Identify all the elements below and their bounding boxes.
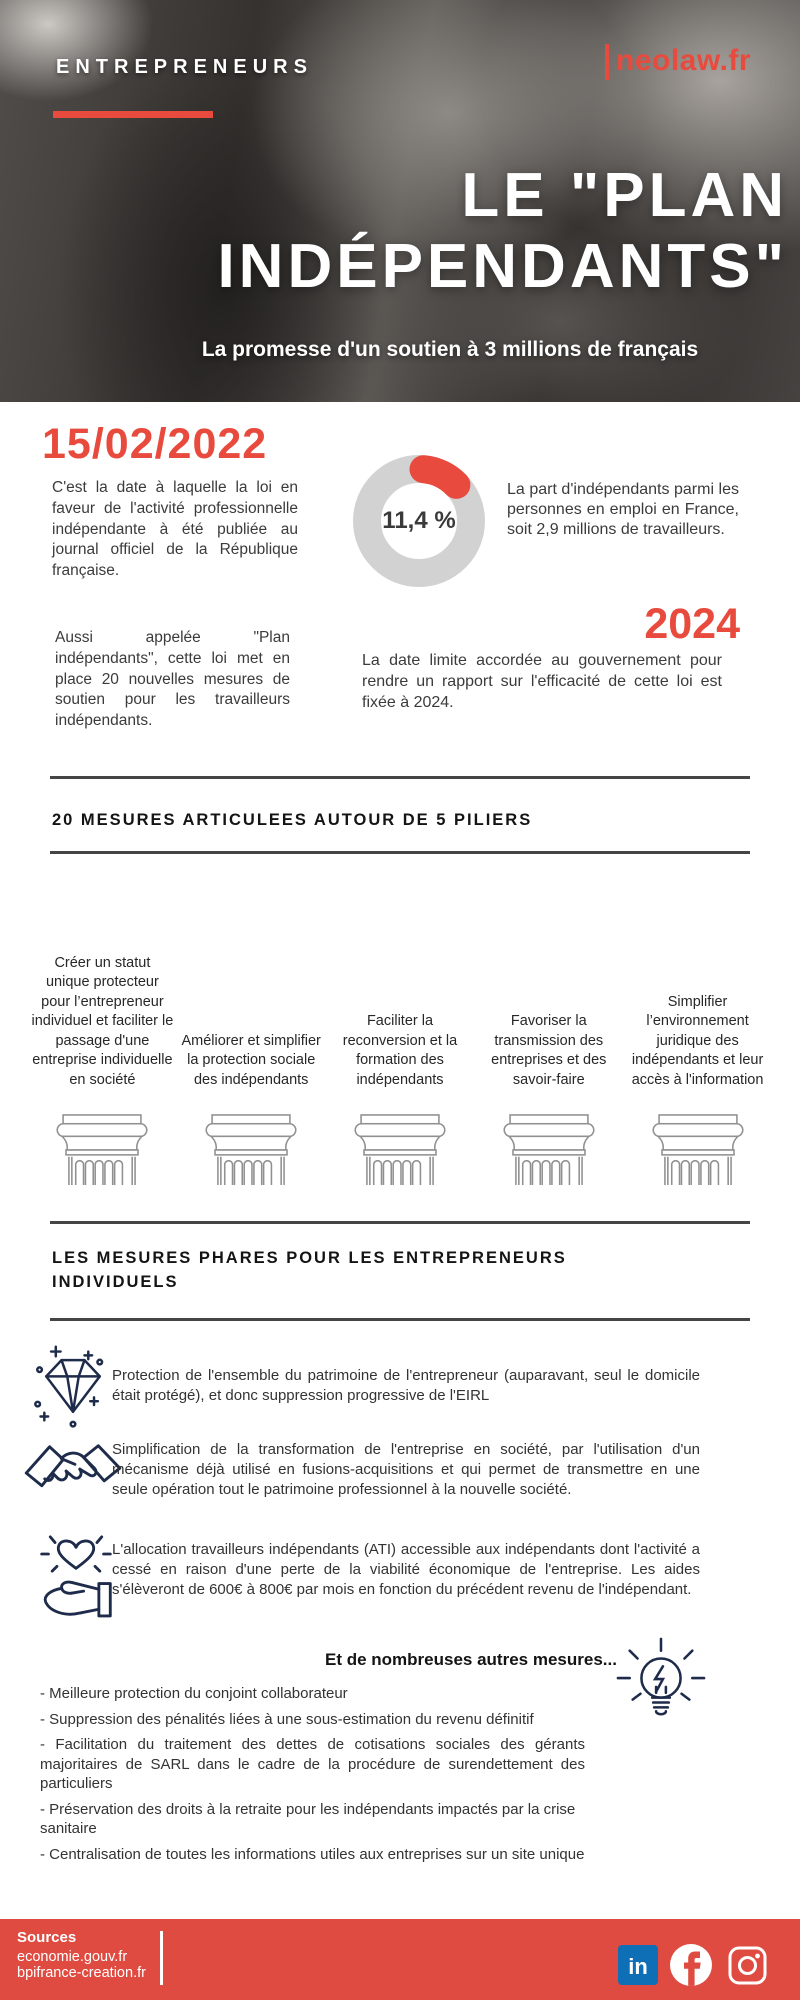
footer-bar: Sources economie.gouv.fr bpifrance-creat…: [0, 1919, 800, 2000]
more-measures-heading: Et de nombreuses autres mesures...: [325, 1650, 617, 1669]
plan-paragraph: Aussi appelée "Plan indépendants", cette…: [55, 629, 290, 730]
brand-bar: [605, 44, 609, 80]
page-title: LE "PLAN INDÉPENDANTS": [8, 160, 788, 302]
date-heading: 15/02/2022: [42, 420, 268, 468]
linkedin-icon[interactable]: in: [618, 1945, 658, 1985]
pillar-item: Créer un statut unique protecteur pour l…: [28, 886, 177, 1186]
column-capital-icon: [205, 1114, 297, 1186]
pillar-label: Améliorer et simplifier la protection so…: [181, 1032, 321, 1088]
source-link-bpifrance[interactable]: bpifrance-creation.fr: [17, 1965, 146, 1981]
instagram-icon[interactable]: [728, 1946, 767, 1985]
pillar-label: Faciliter la reconversion et la formatio…: [342, 1013, 458, 1088]
pillar-label: Simplifier l’environnement juridique des…: [631, 993, 764, 1088]
pillar-item: Simplifier l’environnement juridique des…: [623, 886, 772, 1186]
handshake-icon: [24, 1444, 122, 1488]
column-capital-icon: [56, 1114, 148, 1186]
kicker-label: ENTREPRENEURS: [56, 56, 313, 78]
kicker-underline: [53, 111, 213, 118]
column-capital-icon: [354, 1114, 446, 1186]
list-item: - Suppression des pénalités liées à une …: [40, 1710, 534, 1728]
donut-arc-segment: [409, 455, 471, 499]
measure-text: Simplification de la transformation de l…: [112, 1441, 700, 1498]
lightbulb-icon: [616, 1637, 706, 1716]
pillar-item: Améliorer et simplifier la protection so…: [177, 886, 326, 1186]
facebook-icon[interactable]: [670, 1944, 712, 1986]
year-paragraph: La date limite accordée au gouvernement …: [362, 652, 722, 711]
measures-section-heading: LES MESURES PHARES POUR LES ENTREPRENEUR…: [52, 1246, 692, 1294]
date-paragraph: C'est la date à laquelle la loi en faveu…: [52, 479, 298, 580]
page-title-line1: LE "PLAN: [461, 161, 788, 230]
pillar-item: Favoriser la transmission des entreprise…: [474, 886, 623, 1186]
pillar-label: Créer un statut unique protecteur pour l…: [31, 954, 174, 1088]
svg-text:in: in: [628, 1954, 648, 1979]
brand: neolaw.fr: [605, 44, 751, 80]
pillar-item: Faciliter la reconversion et la formatio…: [326, 886, 475, 1186]
list-item: - Centralisation de toutes les informati…: [40, 1845, 585, 1863]
measures-heading-line1: LES MESURES PHARES POUR LES ENTREPRENEUR…: [52, 1249, 567, 1267]
diamond-icon: [34, 1345, 104, 1428]
column-capital-icon: [652, 1114, 744, 1186]
page-title-line2: INDÉPENDANTS": [217, 232, 788, 301]
divider: [50, 776, 750, 779]
page-subtitle: La promesse d'un soutien à 3 millions de…: [201, 338, 699, 361]
measure-text: Protection de l'ensemble du patrimoine d…: [112, 1367, 700, 1404]
share-paragraph: La part d'indépendants parmi les personn…: [507, 481, 739, 538]
list-item: - Facilitation du traitement des dettes …: [40, 1736, 585, 1792]
list-item: - Préservation des droits à la retraite …: [40, 1800, 576, 1838]
footer-separator: [160, 1931, 163, 1985]
divider: [50, 1221, 750, 1224]
sources-label: Sources: [17, 1929, 77, 1946]
pillar-label: Favoriser la transmission des entreprise…: [491, 1013, 607, 1088]
social-icons: in: [618, 1944, 767, 1986]
donut-center-label: 11,4 %: [382, 507, 456, 534]
divider: [50, 851, 750, 854]
hero-photo-header: ENTREPRENEURS neolaw.fr LE "PLAN INDÉPEN…: [0, 0, 800, 402]
pillars-row: Créer un statut unique protecteur pour l…: [28, 886, 772, 1186]
more-measures-list: - Meilleure protection du conjoint colla…: [40, 1684, 640, 1870]
list-item: - Meilleure protection du conjoint colla…: [40, 1685, 348, 1702]
hand-heart-icon: [40, 1535, 112, 1618]
source-link-economie[interactable]: economie.gouv.fr: [17, 1949, 128, 1965]
brand-name: neolaw.fr: [616, 44, 752, 77]
year-heading: 2024: [644, 600, 740, 648]
donut-chart: [353, 455, 485, 587]
column-capital-icon: [503, 1114, 595, 1186]
pillars-section-heading: 20 MESURES ARTICULEES AUTOUR DE 5 PILIER…: [52, 811, 533, 829]
measures-heading-line2: INDIVIDUELS: [52, 1273, 179, 1291]
divider: [50, 1318, 750, 1321]
measure-text: L'allocation travailleurs indépendants (…: [112, 1541, 700, 1598]
